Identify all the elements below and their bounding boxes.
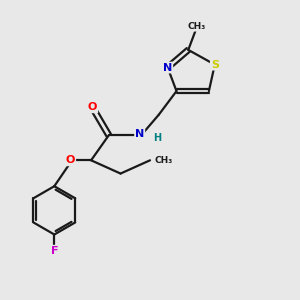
Text: H: H [153, 133, 161, 143]
Text: CH₃: CH₃ [188, 22, 206, 31]
Text: O: O [66, 155, 75, 165]
Text: F: F [51, 246, 58, 256]
Text: N: N [135, 129, 144, 139]
Text: CH₃: CH₃ [154, 156, 172, 165]
Text: O: O [88, 102, 97, 112]
Text: S: S [211, 60, 219, 70]
Text: N: N [163, 63, 172, 73]
